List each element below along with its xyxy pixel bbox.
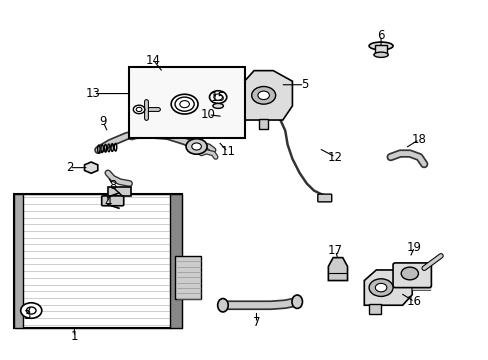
Circle shape (368, 279, 392, 296)
Ellipse shape (291, 295, 302, 309)
Bar (258, 119, 268, 129)
Text: 1: 1 (70, 330, 78, 343)
Circle shape (20, 303, 41, 318)
Bar (374, 45, 386, 55)
Bar (170, 194, 182, 328)
FancyBboxPatch shape (175, 256, 201, 299)
Circle shape (375, 283, 386, 292)
Bar (368, 304, 380, 314)
Circle shape (171, 94, 198, 114)
Circle shape (213, 94, 222, 100)
Bar (129, 67, 244, 138)
Text: 6: 6 (377, 29, 384, 42)
Text: 13: 13 (86, 87, 101, 100)
Circle shape (185, 139, 207, 154)
Text: 14: 14 (145, 54, 161, 67)
FancyBboxPatch shape (102, 196, 123, 206)
Circle shape (400, 267, 418, 280)
Text: 12: 12 (327, 150, 343, 163)
Circle shape (26, 307, 36, 314)
Circle shape (257, 91, 269, 100)
Ellipse shape (212, 103, 223, 108)
Ellipse shape (373, 52, 387, 57)
Circle shape (209, 91, 226, 103)
Text: 7: 7 (252, 316, 260, 329)
Polygon shape (364, 270, 411, 305)
Circle shape (136, 107, 142, 112)
Text: 16: 16 (407, 295, 421, 308)
FancyBboxPatch shape (392, 263, 430, 288)
Text: 2: 2 (66, 161, 73, 174)
Text: 19: 19 (407, 240, 421, 253)
Text: 9: 9 (99, 115, 107, 128)
Ellipse shape (368, 42, 392, 50)
Polygon shape (234, 71, 292, 120)
Text: 18: 18 (411, 133, 426, 146)
Text: 3: 3 (23, 309, 30, 322)
Bar (15, 194, 23, 328)
Circle shape (133, 105, 144, 114)
Circle shape (180, 101, 189, 108)
Circle shape (191, 143, 201, 150)
Text: 17: 17 (327, 244, 343, 257)
Text: 10: 10 (201, 108, 216, 121)
Text: 11: 11 (220, 145, 235, 158)
Text: 4: 4 (104, 197, 111, 210)
Text: 15: 15 (210, 91, 225, 104)
Polygon shape (327, 258, 347, 280)
FancyBboxPatch shape (108, 187, 131, 196)
Text: 5: 5 (300, 78, 307, 91)
Ellipse shape (217, 298, 228, 312)
Circle shape (251, 86, 275, 104)
Text: 8: 8 (109, 179, 116, 192)
FancyBboxPatch shape (317, 194, 331, 202)
Bar (15, 194, 182, 328)
Circle shape (175, 97, 194, 111)
